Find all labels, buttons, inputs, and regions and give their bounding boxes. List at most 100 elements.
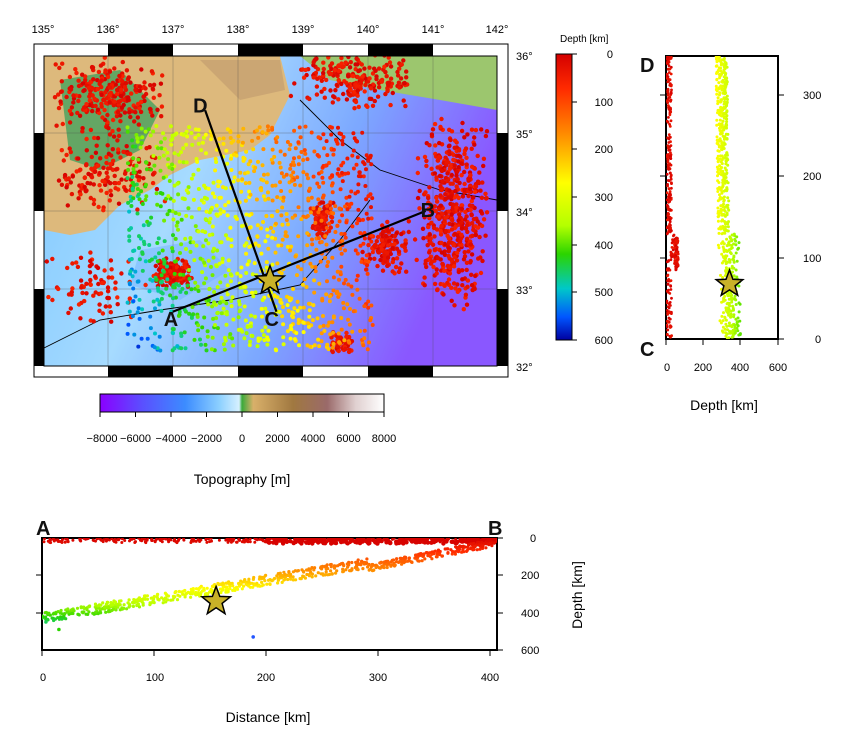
- earthquake-point: [324, 209, 329, 214]
- earthquake-point: [291, 287, 295, 291]
- earthquake-point: [93, 290, 98, 295]
- earthquake-point: [153, 540, 157, 544]
- earthquake-point: [438, 124, 443, 130]
- earthquake-point: [171, 285, 176, 289]
- earthquake-point: [64, 152, 69, 158]
- earthquake-point: [140, 307, 145, 312]
- earthquake-point: [393, 264, 399, 270]
- earthquake-point: [285, 329, 290, 334]
- earthquake-point: [456, 546, 460, 550]
- earthquake-point: [183, 346, 188, 351]
- earthquake-point: [150, 539, 154, 542]
- earthquake-point: [477, 170, 482, 175]
- earthquake-point: [726, 206, 730, 210]
- earthquake-point: [157, 302, 162, 307]
- topo-tick: −6000: [120, 433, 151, 445]
- earthquake-point: [283, 577, 287, 581]
- earthquake-point: [184, 142, 189, 147]
- earthquake-point: [161, 538, 165, 541]
- earthquake-point: [110, 117, 116, 123]
- earthquake-point: [455, 177, 460, 182]
- earthquake-point: [261, 333, 266, 338]
- earthquake-point: [319, 240, 324, 244]
- earthquake-point: [66, 292, 72, 297]
- earthquake-point: [193, 135, 198, 140]
- earthquake-point: [666, 153, 670, 156]
- earthquake-point: [196, 133, 201, 137]
- earthquake-point: [732, 242, 736, 246]
- earthquake-point: [105, 175, 110, 180]
- earthquake-point: [721, 330, 725, 334]
- earthquake-point: [344, 334, 349, 339]
- earthquake-point: [159, 296, 164, 301]
- earthquake-point: [413, 540, 418, 545]
- depth-colorbar-ticks: 0 100 200 300 400 500 600: [595, 49, 613, 347]
- earthquake-point: [281, 322, 286, 327]
- earthquake-point: [366, 299, 371, 304]
- earthquake-point: [327, 160, 332, 165]
- earthquake-point: [492, 541, 496, 545]
- earthquake-point: [226, 200, 231, 205]
- earthquake-point: [197, 586, 201, 591]
- earthquake-point: [240, 177, 245, 182]
- earthquake-point: [91, 197, 97, 203]
- earthquake-point: [361, 160, 366, 165]
- earthquake-point: [325, 264, 330, 268]
- earthquake-point: [310, 575, 314, 579]
- earthquake-point: [322, 95, 327, 100]
- earthquake-point: [327, 572, 332, 577]
- earthquake-point: [205, 540, 209, 544]
- earthquake-point: [180, 258, 185, 263]
- earthquake-point: [464, 260, 470, 265]
- earthquake-point: [228, 130, 233, 135]
- earthquake-point: [186, 185, 191, 190]
- earthquake-point: [141, 94, 146, 100]
- earthquake-point: [308, 261, 313, 266]
- earthquake-point: [70, 286, 75, 291]
- earthquake-point: [206, 186, 211, 191]
- earthquake-point: [149, 257, 154, 262]
- earthquake-point: [666, 309, 669, 312]
- earthquake-point: [723, 315, 727, 319]
- earthquake-point: [312, 290, 317, 295]
- earthquake-point: [724, 271, 728, 275]
- earthquake-point: [184, 265, 189, 270]
- earthquake-point: [402, 538, 407, 543]
- earthquake-point: [297, 155, 301, 160]
- earthquake-point: [169, 309, 174, 314]
- depth-tick: 100: [595, 97, 613, 109]
- earthquake-point: [298, 135, 303, 140]
- earthquake-point: [721, 319, 725, 323]
- earthquake-point: [727, 199, 731, 203]
- earthquake-point: [117, 73, 122, 79]
- earthquake-point: [720, 252, 724, 256]
- earthquake-point: [192, 258, 197, 263]
- earthquake-point: [128, 80, 133, 85]
- earthquake-point: [250, 334, 255, 338]
- earthquake-point: [137, 169, 142, 174]
- earthquake-point: [365, 561, 369, 565]
- earthquake-point: [174, 259, 178, 264]
- earthquake-point: [335, 344, 340, 349]
- earthquake-point: [355, 88, 360, 93]
- earthquake-point: [132, 601, 136, 605]
- earthquake-point: [278, 149, 283, 154]
- earthquake-point: [191, 172, 196, 177]
- earthquake-point: [666, 328, 669, 332]
- earthquake-point: [202, 281, 207, 286]
- earthquake-point: [239, 265, 244, 270]
- earthquake-point: [182, 330, 187, 335]
- earthquake-point: [453, 540, 459, 545]
- earthquake-point: [305, 568, 309, 572]
- earthquake-point: [350, 560, 354, 565]
- earthquake-point: [263, 325, 268, 330]
- earthquake-point: [231, 343, 236, 348]
- earthquake-point: [281, 342, 286, 347]
- earthquake-point: [289, 296, 294, 301]
- earthquake-point: [356, 174, 361, 179]
- earthquake-point: [171, 278, 176, 283]
- earthquake-point: [298, 183, 303, 188]
- earthquake-point: [433, 208, 438, 214]
- earthquake-point: [140, 250, 145, 255]
- earthquake-point: [114, 91, 120, 97]
